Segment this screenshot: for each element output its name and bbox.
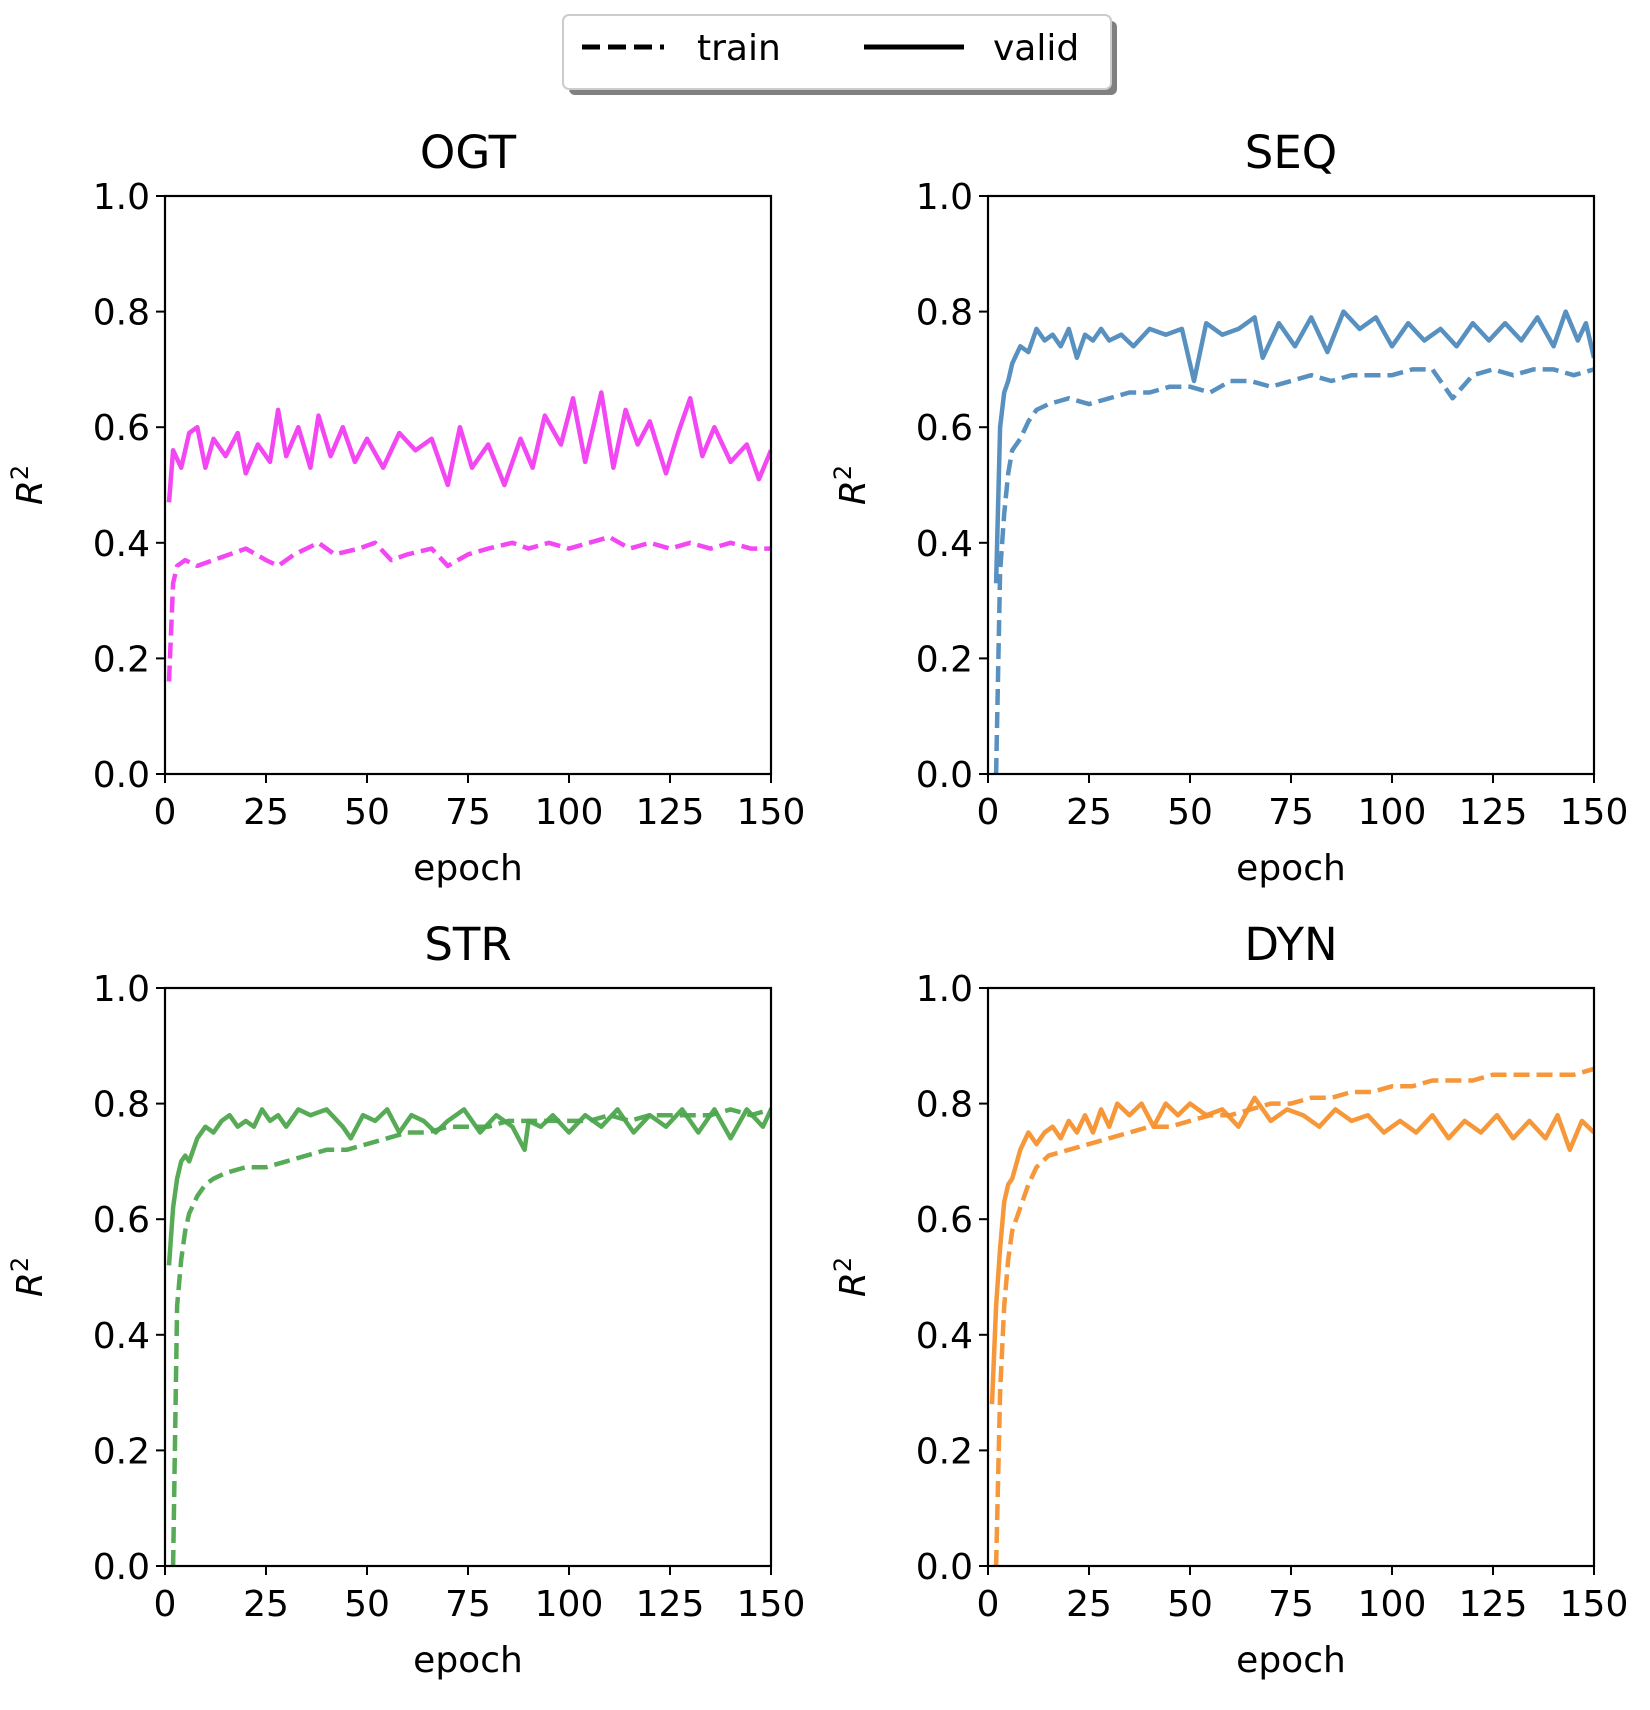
panel-ogt: OGT 0 25 50 75 100 125 150 0.0 0.2 0.4 0.6 0.8 1.0 epo… (6, 126, 805, 889)
panel-title-str: STR (424, 918, 511, 971)
y-tick-label-dyn-0.8: 0.8 (916, 1085, 973, 1126)
x-axis-label-dyn: epoch (1236, 1640, 1346, 1681)
y-tick-label-ogt-1.0: 1.0 (93, 177, 150, 218)
y-tick-label-str-0.4: 0.4 (93, 1316, 150, 1357)
y-tick-label-dyn-0.4: 0.4 (916, 1316, 973, 1357)
x-tick-label-seq-150: 150 (1560, 792, 1629, 833)
series-group-dyn (989, 1066, 1594, 1566)
x-tick-label-dyn-0: 0 (977, 1584, 1000, 1625)
x-tick-label-str-50: 50 (344, 1584, 390, 1625)
x-tick-label-str-150: 150 (737, 1584, 806, 1625)
x-tick-label-ogt-50: 50 (344, 792, 390, 833)
series-line-ogt-train (166, 534, 771, 682)
y-axis-label-dyn: R2 (829, 1257, 874, 1297)
x-tick-label-dyn-100: 100 (1358, 1584, 1427, 1625)
y-tick-label-ogt-0.6: 0.6 (93, 408, 150, 449)
panel-str: STR 0 25 50 75 100 125 150 0.0 0.2 0.4 0.6 0.8 1.0 epo… (6, 918, 805, 1681)
y-tick-label-seq-0.2: 0.2 (916, 639, 973, 680)
y-tick-label-seq-0.8: 0.8 (916, 293, 973, 334)
x-tick-label-seq-25: 25 (1066, 792, 1112, 833)
series-group-str (166, 1107, 771, 1566)
y-tick-label-str-0.2: 0.2 (93, 1431, 150, 1472)
panels: OGT 0 25 50 75 100 125 150 0.0 0.2 0.4 0.6 0.8 1.0 epo… (6, 126, 1628, 1681)
legend-valid-label: valid (993, 28, 1079, 69)
x-tick-label-seq-100: 100 (1358, 792, 1427, 833)
y-tick-label-dyn-0.6: 0.6 (916, 1200, 973, 1241)
series-line-seq-valid (993, 309, 1594, 584)
y-tick-label-str-0.8: 0.8 (93, 1085, 150, 1126)
plot-frame-ogt (163, 194, 773, 776)
y-tick-label-ogt-0.2: 0.2 (93, 639, 150, 680)
panel-title-dyn: DYN (1244, 918, 1337, 971)
x-axis-label-str: epoch (413, 1640, 523, 1681)
y-tick-label-ogt-0.8: 0.8 (93, 293, 150, 334)
panel-seq: SEQ 0 25 50 75 100 125 150 0.0 0.2 0.4 0.6 0.8 1.0 epo… (829, 126, 1628, 889)
series-line-str-train (170, 1107, 771, 1566)
x-tick-label-ogt-75: 75 (445, 792, 491, 833)
series-line-dyn-valid (989, 1095, 1594, 1405)
y-tick-label-str-1.0: 1.0 (93, 969, 150, 1010)
plot-frame-str (163, 986, 773, 1568)
y-tick-label-seq-1.0: 1.0 (916, 177, 973, 218)
y-tick-label-seq-0.6: 0.6 (916, 408, 973, 449)
x-tick-label-str-75: 75 (445, 1584, 491, 1625)
y-tick-label-seq-0.4: 0.4 (916, 524, 973, 565)
series-group-ogt (166, 390, 771, 682)
y-axis-label-ogt: R2 (6, 465, 51, 505)
y-tick-label-dyn-0.2: 0.2 (916, 1431, 973, 1472)
series-line-seq-train (993, 367, 1594, 774)
x-tick-label-ogt-0: 0 (154, 792, 177, 833)
y-tick-label-str-0.6: 0.6 (93, 1200, 150, 1241)
y-tick-label-ogt-0.0: 0.0 (93, 755, 150, 796)
x-tick-label-seq-125: 125 (1459, 792, 1528, 833)
x-tick-label-str-25: 25 (243, 1584, 289, 1625)
x-tick-label-ogt-150: 150 (737, 792, 806, 833)
x-tick-label-dyn-75: 75 (1268, 1584, 1314, 1625)
x-tick-label-str-0: 0 (154, 1584, 177, 1625)
x-tick-label-seq-75: 75 (1268, 792, 1314, 833)
x-tick-label-ogt-100: 100 (535, 792, 604, 833)
x-tick-label-dyn-50: 50 (1167, 1584, 1213, 1625)
x-tick-label-dyn-125: 125 (1459, 1584, 1528, 1625)
x-tick-label-ogt-25: 25 (243, 792, 289, 833)
y-axis-label-seq: R2 (829, 465, 874, 505)
legend-box (562, 14, 1112, 90)
x-tick-label-seq-50: 50 (1167, 792, 1213, 833)
plot-frame-seq (986, 194, 1596, 776)
x-axis-label-seq: epoch (1236, 848, 1346, 889)
x-axis-label-ogt: epoch (413, 848, 523, 889)
series-line-str-valid (166, 1107, 771, 1266)
y-axis-label-str: R2 (6, 1257, 51, 1297)
x-tick-label-dyn-150: 150 (1560, 1584, 1629, 1625)
x-tick-label-seq-0: 0 (977, 792, 1000, 833)
x-tick-label-ogt-125: 125 (636, 792, 705, 833)
panel-dyn: DYN 0 25 50 75 100 125 150 0.0 0.2 0.4 0.6 0.8 1.0 epo… (829, 918, 1628, 1681)
y-tick-label-dyn-0.0: 0.0 (916, 1547, 973, 1588)
x-tick-label-str-125: 125 (636, 1584, 705, 1625)
y-tick-label-seq-0.0: 0.0 (916, 755, 973, 796)
legend-train-label: train (697, 28, 781, 69)
x-tick-label-str-100: 100 (535, 1584, 604, 1625)
legend: train valid (562, 14, 1117, 95)
y-tick-label-ogt-0.4: 0.4 (93, 524, 150, 565)
x-tick-label-dyn-25: 25 (1066, 1584, 1112, 1625)
panel-title-seq: SEQ (1245, 126, 1337, 179)
y-tick-label-dyn-1.0: 1.0 (916, 969, 973, 1010)
panel-title-ogt: OGT (420, 126, 517, 179)
y-tick-label-str-0.0: 0.0 (93, 1547, 150, 1588)
series-line-dyn-train (993, 1066, 1594, 1566)
series-line-ogt-valid (166, 390, 771, 503)
series-group-seq (993, 309, 1594, 774)
